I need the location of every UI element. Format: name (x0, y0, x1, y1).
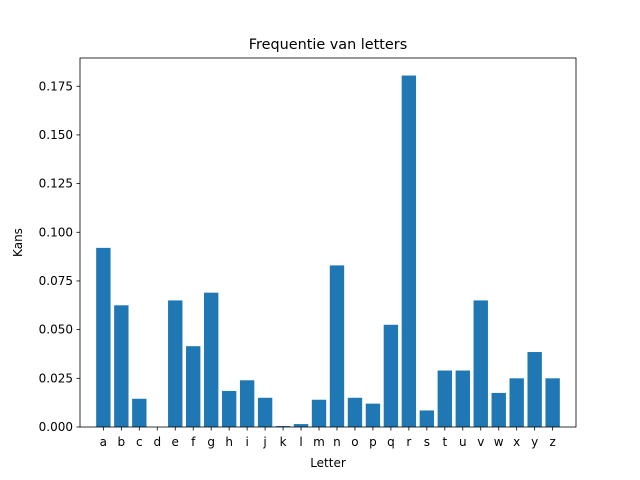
x-tick-label-q: q (387, 435, 395, 449)
bar-z (545, 378, 560, 427)
y-tick-label: 0.075 (39, 274, 73, 288)
y-tick-label: 0.000 (39, 420, 73, 434)
x-tick-label-a: a (100, 435, 107, 449)
x-tick-label-l: l (299, 435, 302, 449)
bar-q (383, 324, 399, 427)
bar-x (509, 378, 524, 427)
y-tick-label: 0.025 (39, 371, 73, 385)
bar-y (527, 352, 542, 427)
x-tick-label-x: x (513, 435, 520, 449)
bar-w (491, 392, 506, 427)
y-tick-label: 0.125 (39, 177, 73, 191)
y-axis-label: Kans (11, 228, 25, 257)
bar-b (114, 305, 129, 427)
x-tick-label-v: v (477, 435, 484, 449)
bar-g (204, 292, 219, 427)
x-tick-label-k: k (280, 435, 287, 449)
x-tick-label-s: s (424, 435, 430, 449)
x-axis-label: Letter (310, 456, 346, 470)
bar-n (329, 265, 345, 427)
bar-r (401, 75, 417, 427)
bar-s (419, 410, 435, 427)
x-tick-label-j: j (262, 435, 266, 449)
x-tick-label-n: n (333, 435, 341, 449)
x-tick-label-o: o (351, 435, 358, 449)
bar-j (257, 397, 273, 427)
plot-frame (79, 57, 577, 428)
x-tick-label-c: c (136, 435, 143, 449)
bar-e (168, 300, 183, 427)
chart-title: Frequentie van letters (249, 37, 407, 53)
bar-u (455, 370, 470, 427)
bars-group (96, 75, 560, 427)
x-tick-label-f: f (191, 435, 196, 449)
x-tick-label-d: d (153, 435, 161, 449)
x-tick-label-e: e (172, 435, 179, 449)
y-tick-label: 0.150 (39, 128, 73, 142)
x-tick-label-b: b (118, 435, 126, 449)
bar-p (365, 403, 381, 427)
x-tick-label-y: y (531, 435, 538, 449)
bar-t (437, 370, 452, 427)
x-tick-label-m: m (313, 435, 325, 449)
x-tick-label-w: w (494, 435, 504, 449)
bar-o (347, 397, 363, 427)
x-tick-label-i: i (245, 435, 248, 449)
y-tick-label: 0.175 (39, 79, 73, 93)
bar-h (221, 390, 237, 427)
x-tick-label-u: u (459, 435, 467, 449)
y-axis-ticks: 0.000 0.025 0.050 0.075 0.100 0.125 0.150 0.175 (39, 79, 80, 434)
x-tick-label-r: r (406, 435, 411, 449)
bar-i (239, 380, 255, 427)
bar-k (275, 426, 291, 427)
bar-f (186, 346, 201, 427)
bar-l (293, 424, 309, 427)
x-tick-label-z: z (549, 435, 555, 449)
x-tick-label-g: g (207, 435, 215, 449)
y-tick-label: 0.050 (39, 323, 73, 337)
x-tick-label-h: h (225, 435, 233, 449)
bar-a (96, 247, 111, 427)
x-tick-label-p: p (369, 435, 377, 449)
x-tick-label-t: t (442, 435, 447, 449)
bar-m (311, 399, 327, 427)
bar-v (473, 300, 488, 427)
bar-c (132, 398, 147, 427)
y-tick-label: 0.100 (39, 225, 73, 239)
